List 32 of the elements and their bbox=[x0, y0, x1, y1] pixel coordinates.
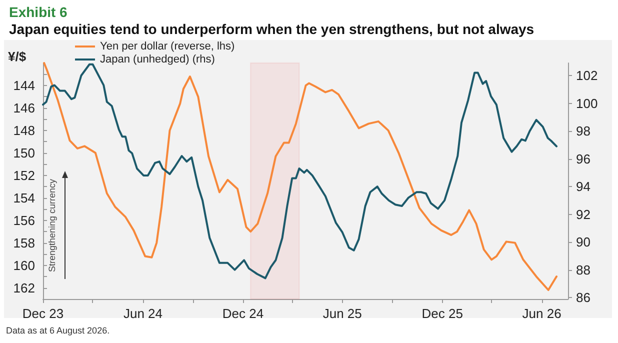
x-tick-label: Dec 25 bbox=[422, 306, 463, 321]
y-axis-title: ¥/$ bbox=[8, 49, 27, 64]
y2-tick-label: 86 bbox=[576, 290, 590, 306]
x-tick-label: Dec 24 bbox=[222, 306, 264, 321]
y-tick-label: 158 bbox=[13, 235, 35, 250]
y-tick-label: 162 bbox=[13, 280, 35, 296]
y2-tick-label: 102 bbox=[576, 68, 598, 83]
y2-tick-label: 92 bbox=[576, 206, 590, 222]
y2-tick-label: 98 bbox=[576, 124, 590, 139]
chart-title: Exhibit 6 bbox=[9, 4, 68, 20]
y-tick-label: 148 bbox=[13, 122, 35, 138]
y-tick-label: 150 bbox=[13, 145, 35, 160]
y-tick-label: 144 bbox=[13, 78, 35, 93]
x-tick-label: Jun 25 bbox=[322, 306, 362, 321]
y2-tick-label: 88 bbox=[576, 262, 590, 278]
y-tick-label: 154 bbox=[13, 190, 35, 206]
y-tick-label: 160 bbox=[13, 258, 35, 273]
x-tick-label: Jun 26 bbox=[522, 306, 562, 321]
legend-label: Japan (unhedged) (rhs) bbox=[100, 54, 215, 66]
y-tick-label: 152 bbox=[13, 168, 35, 183]
y2-tick-label: 100 bbox=[576, 96, 598, 111]
y2-tick-label: 96 bbox=[576, 151, 590, 166]
annotation: Strengthening currency bbox=[47, 178, 57, 272]
chart-subtitle: Japan equities tend to underperform when the yen strengthens, but not always bbox=[9, 21, 534, 37]
y2-tick-label: 94 bbox=[576, 179, 590, 194]
text: Data as at 6 August 2026. bbox=[6, 326, 110, 336]
y-tick-label: 156 bbox=[13, 212, 35, 228]
y-tick-label: 146 bbox=[13, 100, 35, 116]
x-tick-label: Dec 23 bbox=[22, 306, 64, 321]
x-tick-label: Jun 24 bbox=[123, 306, 162, 321]
legend-label: Yen per dollar (reverse, lhs) bbox=[100, 40, 235, 52]
y2-tick-label: 90 bbox=[576, 234, 590, 250]
